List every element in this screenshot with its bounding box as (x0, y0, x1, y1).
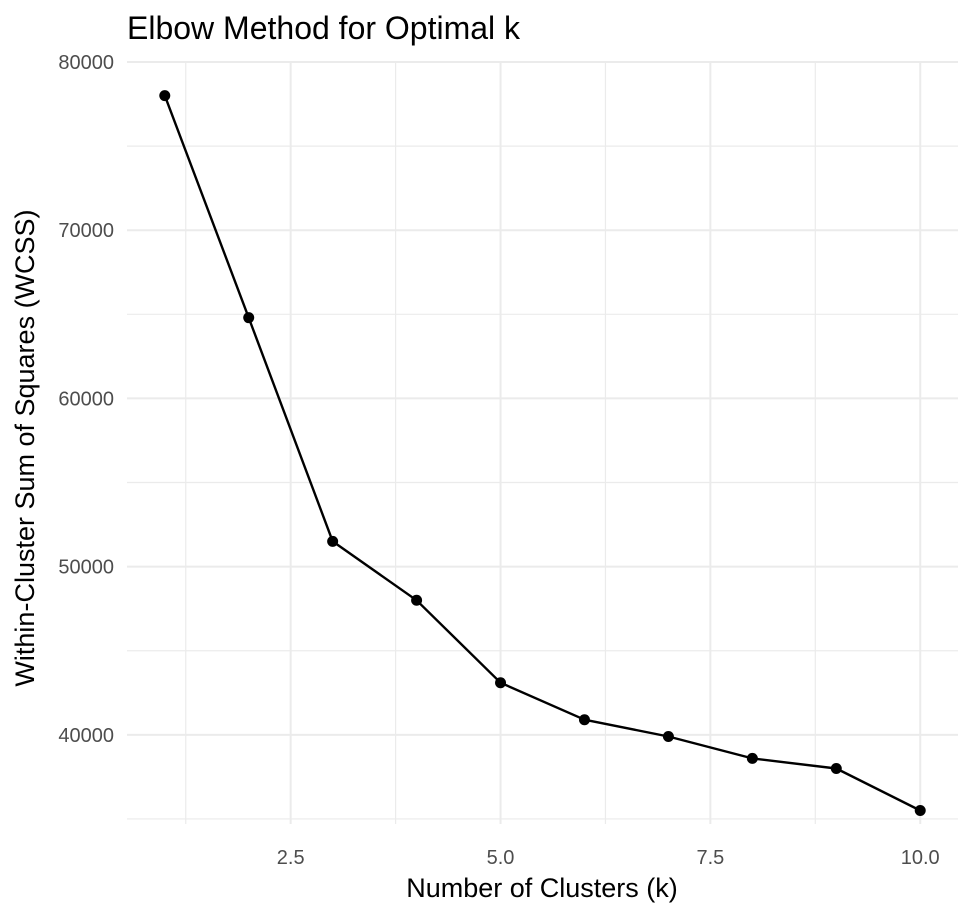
data-point (159, 90, 171, 102)
x-tick-label: 2.5 (277, 847, 305, 869)
data-point (746, 752, 758, 764)
y-tick-label: 50000 (58, 557, 114, 579)
wcss-line (163, 95, 921, 812)
x-tick-label: 5.0 (487, 847, 515, 869)
y-tick-label: 70000 (58, 220, 114, 242)
y-tick-label: 80000 (58, 52, 114, 74)
y-tick-label: 60000 (58, 388, 114, 410)
data-point (578, 714, 590, 726)
data-point (327, 535, 339, 547)
chart-title: Elbow Method for Optimal k (127, 10, 521, 46)
data-point (830, 762, 842, 774)
data-point (662, 731, 674, 743)
y-axis-title: Within-Cluster Sum of Squares (WCSS) (10, 209, 40, 686)
y-tick-label: 40000 (58, 725, 114, 747)
data-point (495, 677, 507, 689)
data-point (411, 594, 423, 606)
data-point (243, 312, 255, 324)
x-tick-label: 10.0 (901, 847, 940, 869)
x-axis-title: Number of Clusters (k) (406, 873, 678, 903)
data-point (914, 805, 926, 817)
x-tick-label: 7.5 (696, 847, 724, 869)
grid-layer (127, 61, 958, 824)
series-layer (159, 90, 926, 817)
axis-layer: 2.5 5.0 7.5 10.0 40000 50000 60000 70000 80000 (58, 52, 939, 869)
